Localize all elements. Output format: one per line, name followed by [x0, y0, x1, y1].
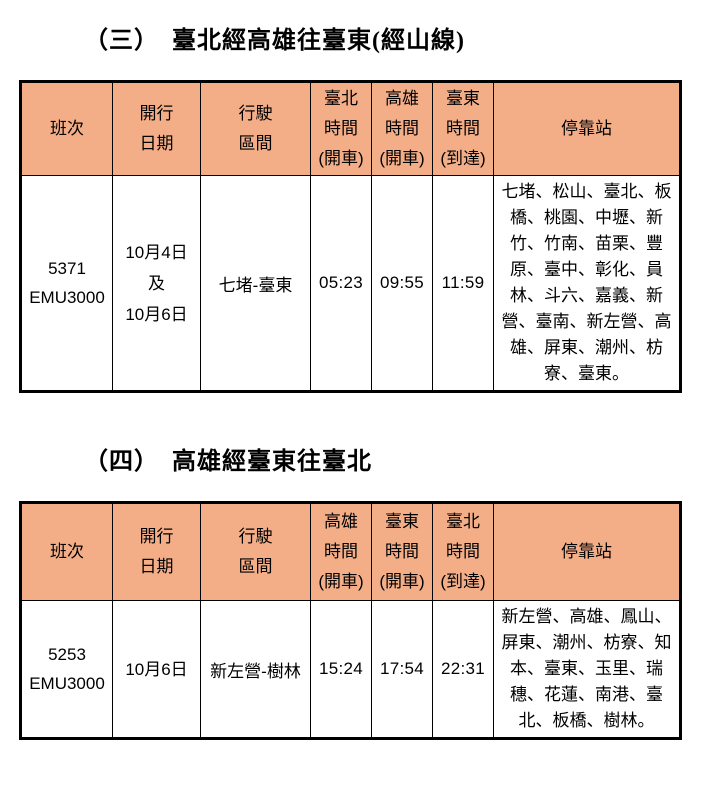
cell-stops: 新左營、高雄、鳳山、屏東、潮州、枋寮、知本、臺東、玉里、瑞穗、花蓮、南港、臺北、… [493, 600, 681, 739]
cell-operating-dates: 10月6日 [112, 600, 201, 739]
col-header-stops: 停靠站 [493, 81, 681, 176]
section-title: （四） 高雄經臺東往臺北 [84, 449, 372, 475]
table-head: 班次 開行 日期 行駛 區間 高雄 時間 (開車) 臺東 時間 (開車) 臺北 … [20, 502, 681, 601]
col-header-kaohsiung-departure: 高雄 時間 (開車) [310, 502, 372, 601]
section-kaohsiung-via-taitung-to-taipei: （四） 高雄經臺東往臺北 班次 開行 日期 行駛 區間 高雄 時間 (開車) 臺… [0, 447, 704, 740]
timetable-taipei-to-taitung: 班次 開行 日期 行駛 區間 臺北 時間 (開車) 高雄 時間 (開車) 臺東 … [19, 80, 682, 393]
col-header-train-no: 班次 [20, 502, 113, 601]
col-header-taitung-departure: 臺東 時間 (開車) [371, 502, 433, 601]
table-body: 5371 EMU3000 10月4日 及 10月6日 七堵-臺東 05:23 0… [20, 175, 681, 392]
cell-operating-dates: 10月4日 及 10月6日 [112, 175, 201, 392]
cell-train-no: 5371 EMU3000 [20, 175, 113, 392]
col-header-route-section: 行駛 區間 [200, 81, 311, 176]
header-row: 班次 開行 日期 行駛 區間 高雄 時間 (開車) 臺東 時間 (開車) 臺北 … [20, 502, 681, 601]
col-header-taipei-departure: 臺北 時間 (開車) [310, 81, 372, 176]
col-header-stops: 停靠站 [493, 502, 681, 601]
col-header-train-no: 班次 [20, 81, 113, 176]
section-title: （三） 臺北經高雄往臺東(經山線) [84, 28, 465, 54]
col-header-taitung-arrival: 臺東 時間 (到達) [432, 81, 494, 176]
train-row: 5253 EMU3000 10月6日 新左營-樹林 15:24 17:54 22… [20, 600, 681, 739]
train-row: 5371 EMU3000 10月4日 及 10月6日 七堵-臺東 05:23 0… [20, 175, 681, 392]
col-header-operating-date: 開行 日期 [112, 502, 201, 601]
cell-kaohsiung-departure-time: 09:55 [371, 175, 433, 392]
cell-kaohsiung-departure-time: 15:24 [310, 600, 372, 739]
header-row: 班次 開行 日期 行駛 區間 臺北 時間 (開車) 高雄 時間 (開車) 臺東 … [20, 81, 681, 176]
col-header-route-section: 行駛 區間 [200, 502, 311, 601]
cell-route-section: 新左營-樹林 [200, 600, 311, 739]
timetable-kaohsiung-to-taipei: 班次 開行 日期 行駛 區間 高雄 時間 (開車) 臺東 時間 (開車) 臺北 … [19, 501, 682, 740]
cell-stops: 七堵、松山、臺北、板橋、桃園、中壢、新竹、竹南、苗栗、豐原、臺中、彰化、員林、斗… [493, 175, 681, 392]
cell-route-section: 七堵-臺東 [200, 175, 311, 392]
col-header-kaohsiung-departure: 高雄 時間 (開車) [371, 81, 433, 176]
col-header-taipei-arrival: 臺北 時間 (到達) [432, 502, 494, 601]
section-taipei-via-kaohsiung-to-taitung: （三） 臺北經高雄往臺東(經山線) 班次 開行 日期 行駛 區間 臺北 時間 (… [0, 26, 704, 393]
table-body: 5253 EMU3000 10月6日 新左營-樹林 15:24 17:54 22… [20, 600, 681, 739]
cell-train-no: 5253 EMU3000 [20, 600, 113, 739]
cell-taitung-arrival-time: 11:59 [432, 175, 494, 392]
cell-taitung-departure-time: 17:54 [371, 600, 433, 739]
cell-taipei-arrival-time: 22:31 [432, 600, 494, 739]
col-header-operating-date: 開行 日期 [112, 81, 201, 176]
timetable-document: （三） 臺北經高雄往臺東(經山線) 班次 開行 日期 行駛 區間 臺北 時間 (… [0, 26, 704, 740]
table-head: 班次 開行 日期 行駛 區間 臺北 時間 (開車) 高雄 時間 (開車) 臺東 … [20, 81, 681, 176]
cell-taipei-departure-time: 05:23 [310, 175, 372, 392]
